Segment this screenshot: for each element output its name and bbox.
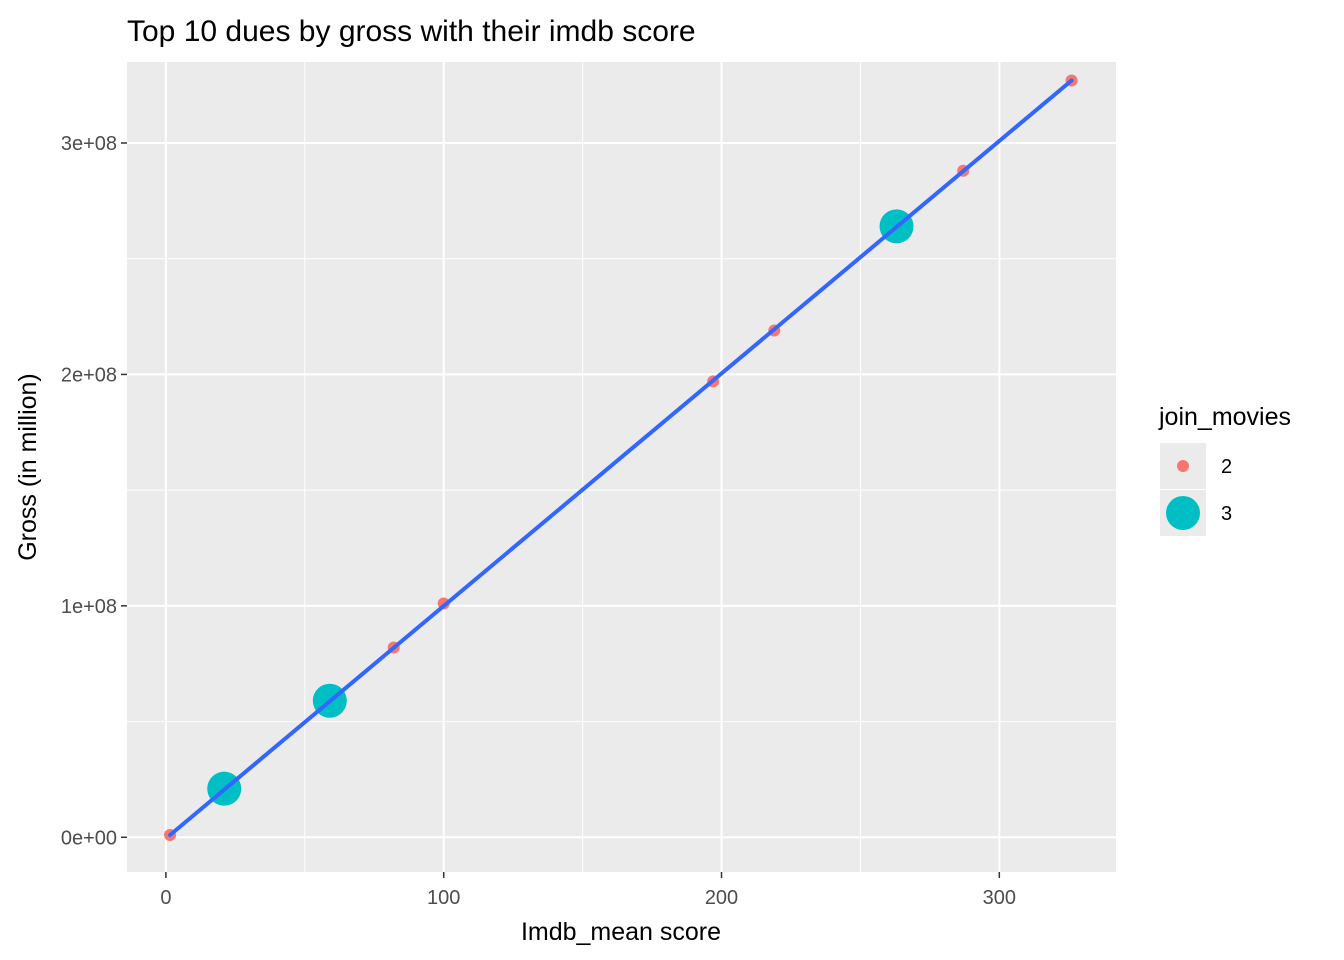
x-tick-label: 300 bbox=[983, 887, 1016, 909]
legend-label: 2 bbox=[1221, 456, 1232, 478]
trend-line bbox=[168, 78, 1074, 837]
x-tick-label: 200 bbox=[705, 887, 738, 909]
legend-label: 3 bbox=[1221, 503, 1232, 525]
y-tick-label: 3e+08 bbox=[61, 133, 117, 155]
y-tick-label: 0e+00 bbox=[61, 827, 117, 849]
y-tick-label: 2e+08 bbox=[61, 364, 117, 386]
legend-title: join_movies bbox=[1158, 403, 1291, 431]
y-axis-ticks: 0e+00 1e+08 2e+08 3e+08 bbox=[61, 133, 127, 849]
y-tick-label: 1e+08 bbox=[61, 596, 117, 618]
x-tick-label: 0 bbox=[160, 887, 171, 909]
x-tick-label: 100 bbox=[427, 887, 460, 909]
plot-panel bbox=[127, 62, 1116, 872]
chart-title: Top 10 dues by gross with their imdb sco… bbox=[127, 15, 696, 48]
fitted-line bbox=[168, 78, 1074, 837]
legend-key-2 bbox=[1177, 460, 1189, 472]
x-axis-ticks: 0 100 200 300 bbox=[160, 872, 1016, 909]
legend: join_movies 23 bbox=[1158, 403, 1291, 536]
x-axis-title: Imdb_mean score bbox=[521, 918, 721, 946]
legend-key-3 bbox=[1166, 496, 1200, 530]
legend-entries: 23 bbox=[1160, 443, 1232, 536]
minor-gridlines bbox=[127, 62, 1116, 872]
major-gridlines bbox=[127, 62, 1116, 872]
y-axis-title: Gross (in million) bbox=[14, 373, 42, 561]
